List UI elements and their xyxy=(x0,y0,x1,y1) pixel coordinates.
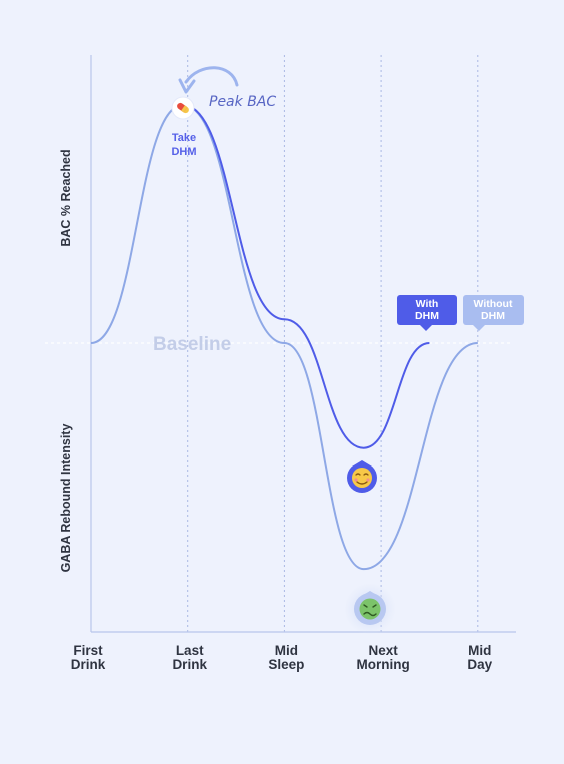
x-tick-label-2-1: Mid xyxy=(275,643,298,658)
y-axis-title-top: BAC % Reached xyxy=(59,149,73,246)
y-axis-title-bottom: GABA Rebound Intensity xyxy=(59,424,73,573)
legend-tag-without-dhm: Without DHM xyxy=(463,295,524,331)
baseline-label: Baseline xyxy=(153,334,231,355)
x-tick-label-1-1: Last xyxy=(176,643,204,658)
x-tick-label-0-1: First xyxy=(73,643,103,658)
pill-icon xyxy=(171,96,195,120)
x-tick-labels: FirstDrinkLastDrinkMidSleepNextMorningMi… xyxy=(71,643,493,672)
peak-annotation: Peak BAC xyxy=(209,94,276,110)
take-dhm-line1: Take xyxy=(172,132,196,144)
legend-without-line2: DHM xyxy=(481,310,505,322)
x-tick-label-1-2: Drink xyxy=(172,657,207,672)
x-tick-label-0-2: Drink xyxy=(71,657,106,672)
x-tick-label-4-1: Mid xyxy=(468,643,491,658)
nauseated-face-icon xyxy=(344,583,396,635)
x-tick-label-4-2: Day xyxy=(467,657,492,672)
legend-with-line1: With xyxy=(416,298,439,310)
x-tick-label-3-1: Next xyxy=(368,643,398,658)
vertical-gridlines xyxy=(187,55,479,632)
peak-arrow-icon xyxy=(184,66,239,87)
smiling-face-icon xyxy=(347,460,377,493)
legend-with-line2: DHM xyxy=(415,310,439,322)
x-tick-label-2-2: Sleep xyxy=(268,657,304,672)
legend-without-line1: Without xyxy=(474,298,513,310)
legend-tag-with-dhm: With DHM xyxy=(397,295,457,331)
series-line-with-dhm xyxy=(182,104,430,449)
series-line-without-dhm xyxy=(90,103,478,571)
peak-arrowhead-icon xyxy=(178,78,196,94)
take-dhm-line2: DHM xyxy=(171,146,196,158)
x-tick-label-3-2: Morning xyxy=(356,657,409,672)
